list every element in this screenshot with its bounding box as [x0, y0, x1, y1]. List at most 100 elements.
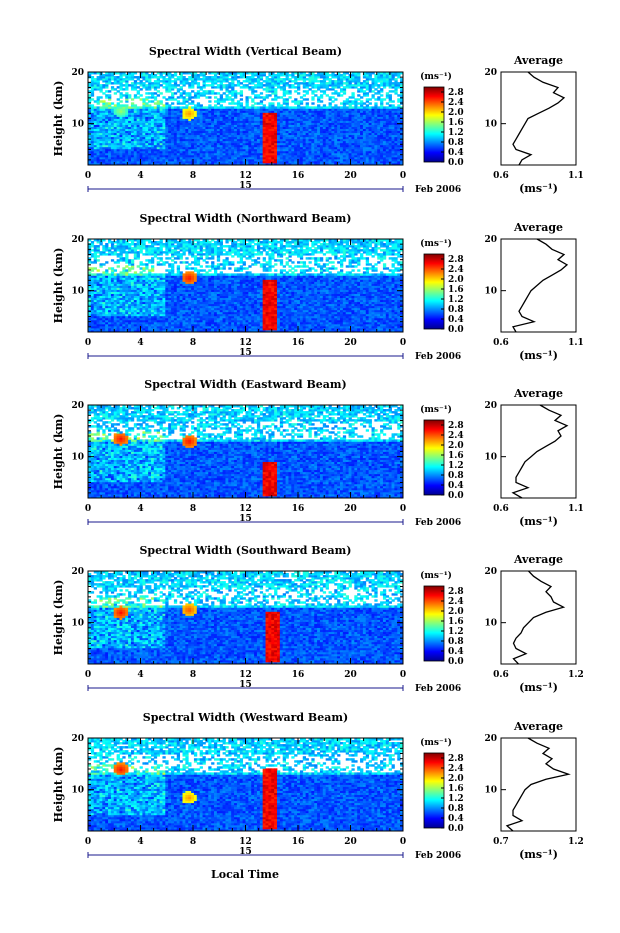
- heatmap-cell: [177, 76, 180, 78]
- heatmap-cell: [120, 92, 123, 94]
- heatmap-cell: [208, 104, 211, 106]
- heatmap-cell: [349, 100, 352, 102]
- heatmap-cell: [311, 96, 314, 98]
- heatmap-cell: [392, 100, 395, 102]
- heatmap-cell: [297, 92, 300, 94]
- heatmap-cell: [154, 80, 157, 82]
- heatmap-cell: [217, 92, 220, 94]
- heatmap-cell: [257, 94, 260, 96]
- heatmap-cell: [386, 92, 389, 94]
- heatmap-cell: [97, 106, 100, 108]
- heatmap-cell: [105, 102, 108, 104]
- heatmap-cell: [91, 261, 94, 263]
- heatmap-cell: [111, 251, 114, 253]
- heatmap-cell: [183, 90, 186, 92]
- heatmap-cell: [205, 106, 208, 108]
- heatmap-cell: [197, 90, 200, 92]
- y-tick-label: 10: [71, 120, 84, 130]
- heatmap-cell: [288, 90, 291, 92]
- heatmap-cell: [277, 102, 280, 104]
- heatmap-cell: [105, 243, 108, 245]
- heatmap-cell: [200, 104, 203, 106]
- heatmap-cell: [94, 78, 97, 80]
- heatmap-cell: [128, 94, 131, 96]
- heatmap-cell: [208, 84, 211, 86]
- heatmap-cell: [251, 104, 254, 106]
- heatmap-cell: [237, 92, 240, 94]
- heatmap-cell: [300, 96, 303, 98]
- heatmap-cell: [286, 98, 289, 100]
- heatmap-cell: [177, 88, 180, 90]
- heatmap-cell: [314, 94, 317, 96]
- heatmap-cell: [260, 100, 263, 102]
- heatmap-cell: [185, 78, 188, 80]
- heatmap-cell: [225, 84, 228, 86]
- heatmap-cells: [88, 72, 403, 165]
- heatmap-cell: [117, 76, 120, 78]
- heatmap-cell: [148, 100, 151, 102]
- heatmap-cell: [151, 100, 154, 102]
- heatmap-cell: [151, 92, 154, 94]
- average-frame: [501, 72, 576, 165]
- heatmap-cell: [314, 106, 317, 108]
- heatmap-cell: [228, 106, 231, 108]
- heatmap-cell: [228, 90, 231, 92]
- heatmap-cell: [243, 106, 246, 108]
- heatmap-cell: [211, 106, 214, 108]
- heatmap-cell: [171, 92, 174, 94]
- heatmap-cell: [369, 84, 372, 86]
- heatmap-cell: [180, 92, 183, 94]
- heatmap-cell: [99, 96, 102, 98]
- heatmap-cell: [94, 267, 97, 269]
- heatmap-cell: [183, 96, 186, 98]
- heatmap-cell: [214, 96, 217, 98]
- heatmap-cell: [111, 82, 114, 84]
- panel-2: Spectral Width (Northward Beam)048121620…: [52, 212, 584, 362]
- heatmap-cell: [306, 98, 309, 100]
- heatmap-cell: [237, 100, 240, 102]
- heatmap-cell: [317, 84, 320, 86]
- heatmap-cell: [251, 86, 254, 88]
- heatmap-cell: [174, 78, 177, 80]
- average-unit: (ms⁻¹): [519, 182, 558, 195]
- heatmap-cell: [188, 106, 191, 108]
- heatmap-cell: [180, 102, 183, 104]
- heatmap-cell: [174, 92, 177, 94]
- heatmap-cell: [263, 104, 266, 106]
- heatmap-cell: [117, 86, 120, 88]
- panel-title: Spectral Width (Vertical Beam): [149, 45, 342, 58]
- heatmap-cell: [234, 84, 237, 86]
- heatmap-cell: [340, 102, 343, 104]
- heatmap-cell: [137, 82, 140, 84]
- heatmap-cell: [329, 88, 332, 90]
- heatmap-cell: [383, 106, 386, 108]
- x-tick-label: 0: [85, 171, 91, 181]
- heatmap-cell: [349, 96, 352, 98]
- heatmap-cell: [343, 82, 346, 84]
- heatmap-cell: [246, 84, 249, 86]
- heatmap-cell: [137, 86, 140, 88]
- heatmap-cell: [117, 259, 120, 261]
- heatmap-cell: [220, 104, 223, 106]
- heatmap-cell: [200, 78, 203, 80]
- heatmap-cell: [268, 94, 271, 96]
- heatmap-cell: [145, 84, 148, 86]
- heatmap-cell: [114, 104, 117, 106]
- heatmap-cell: [291, 80, 294, 82]
- heatmap-cell: [260, 106, 263, 108]
- heatmap-cell: [140, 106, 143, 108]
- heatmap-cell: [188, 76, 191, 78]
- heatmap-cell: [360, 100, 363, 102]
- heatmap-cell: [128, 106, 131, 108]
- heatmap-cell: [392, 104, 395, 106]
- heatmap-cell: [300, 100, 303, 102]
- heatmap-cell: [148, 74, 151, 76]
- heatmap-cell: [248, 106, 251, 108]
- heatmap-cell: [91, 267, 94, 269]
- heatmap-cell: [254, 106, 257, 108]
- heatmap-cell: [114, 269, 117, 271]
- heatmap-cell: [334, 104, 337, 106]
- heatmap-cell: [125, 92, 128, 94]
- heatmap-cell: [268, 78, 271, 80]
- heatmap-cell: [351, 92, 354, 94]
